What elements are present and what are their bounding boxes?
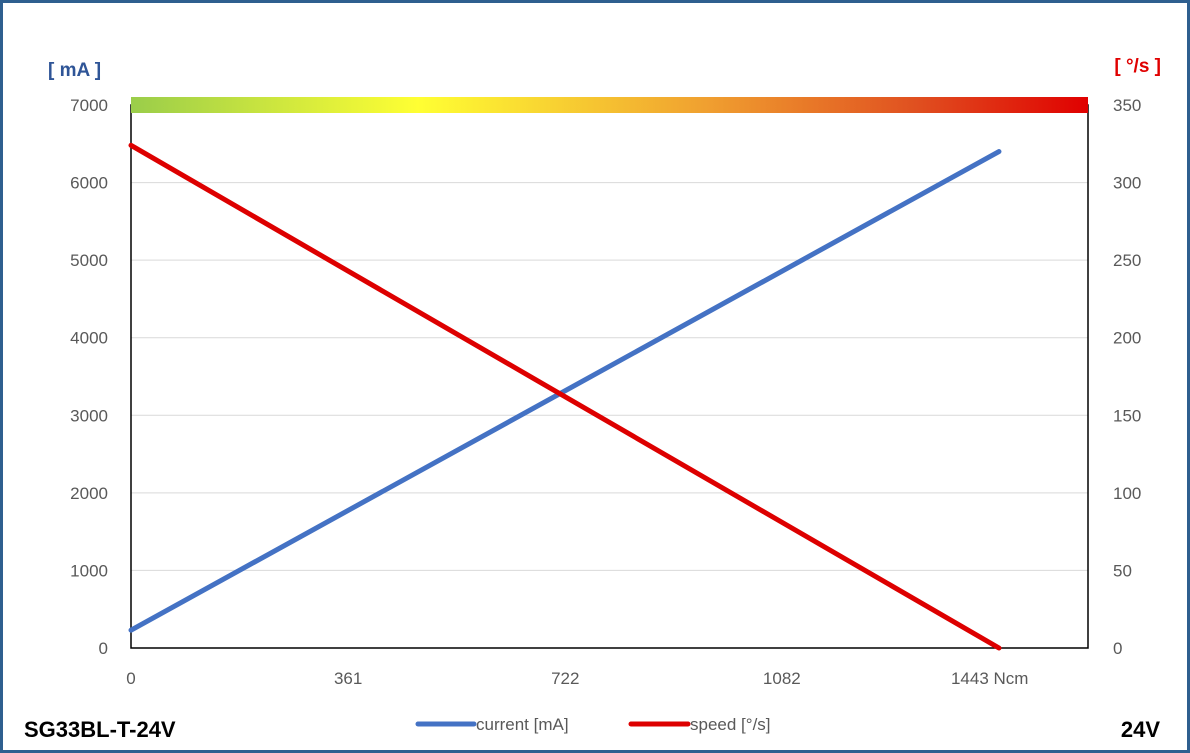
right-axis-unit-label: [ °/s ] [1114, 56, 1161, 77]
left-axis-tick-label: 6000 [70, 174, 108, 193]
x-axis-tick-label: 0 [126, 669, 135, 688]
legend: current [mA] speed [°/s] [415, 715, 771, 734]
right-axis-ticks: 0 50 100 150 200 250 300 350 [1113, 96, 1141, 658]
left-axis-ticks: 0 1000 2000 3000 4000 5000 6000 7000 [70, 96, 108, 658]
left-axis-unit-label: [ mA ] [48, 60, 101, 81]
x-axis-tick-label: 361 [334, 669, 362, 688]
x-axis-tick-label: 1082 [763, 669, 801, 688]
right-axis-tick-label: 200 [1113, 329, 1141, 348]
gradient-band [131, 97, 1088, 113]
x-axis-tick-label: 1443 Ncm [951, 669, 1028, 688]
right-axis-tick-label: 350 [1113, 96, 1141, 115]
right-axis-tick-label: 50 [1113, 561, 1132, 580]
left-axis-tick-label: 2000 [70, 484, 108, 503]
voltage-label: 24V [1121, 717, 1160, 742]
model-label: SG33BL-T-24V [24, 717, 176, 742]
right-axis-tick-label: 150 [1113, 406, 1141, 425]
gridlines [131, 182, 1088, 571]
left-axis-tick-label: 5000 [70, 251, 108, 270]
plot-area-border [130, 104, 1089, 649]
left-axis-tick-label: 0 [99, 639, 108, 658]
left-axis-tick-label: 7000 [70, 96, 108, 115]
series-line-right [128, 142, 1002, 651]
right-axis-tick-label: 250 [1113, 251, 1141, 270]
series-lines [128, 142, 1002, 651]
right-axis-tick-label: 300 [1113, 174, 1141, 193]
right-axis-tick-label: 100 [1113, 484, 1141, 503]
series-line-left [128, 149, 1002, 633]
x-axis-tick-label: 722 [551, 669, 579, 688]
right-axis-tick-label: 0 [1113, 639, 1122, 658]
x-axis-ticks: 0 361 722 1082 1443 Ncm [126, 669, 1028, 688]
legend-label: current [mA] [476, 715, 569, 734]
legend-label: speed [°/s] [690, 715, 771, 734]
left-axis-tick-label: 1000 [70, 561, 108, 580]
left-axis-tick-label: 3000 [70, 406, 108, 425]
left-axis-tick-label: 4000 [70, 329, 108, 348]
